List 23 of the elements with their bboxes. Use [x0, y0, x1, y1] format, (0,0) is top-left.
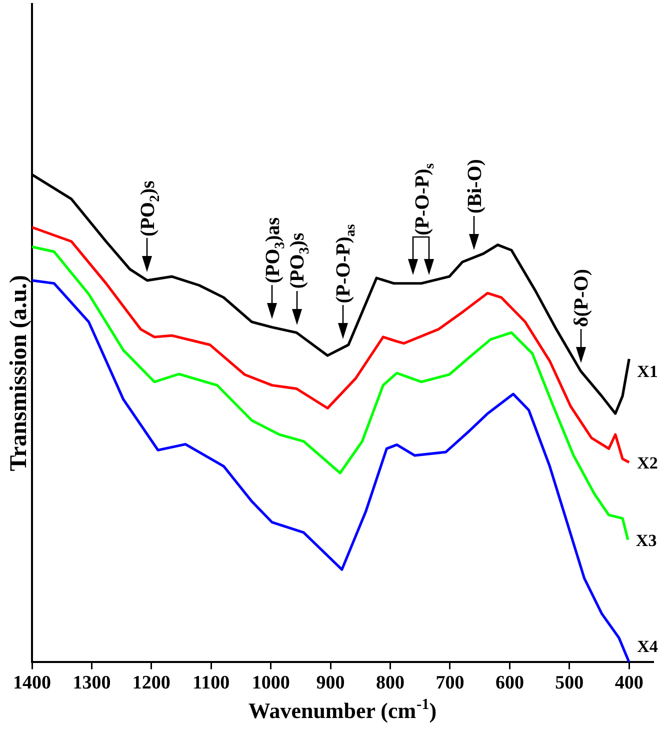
x-tick-label: 1100 — [192, 672, 230, 694]
x-tick-label: 800 — [376, 672, 405, 694]
annotation: (PO3)as — [262, 217, 288, 284]
x-tick-label: 600 — [495, 672, 524, 694]
x-tick-label: 1400 — [13, 672, 51, 694]
series-label: X2 — [637, 453, 658, 472]
annotation: (Bi-O) — [464, 159, 486, 214]
series-label: X4 — [637, 637, 658, 656]
series-label: X1 — [637, 362, 658, 381]
annotation: (P-O-P)s — [411, 162, 438, 236]
annotation: (PO2)s — [137, 180, 164, 236]
series-label: X3 — [636, 530, 657, 550]
annotation: δ(P-O) — [570, 268, 593, 328]
annotation: (P-O-P)as — [332, 224, 358, 304]
x-tick-label: 500 — [555, 672, 584, 694]
x-tick-label: 400 — [614, 672, 644, 694]
x-tick-label: 900 — [316, 672, 345, 694]
x-tick-label: 700 — [436, 672, 464, 694]
x-tick-label: 1300 — [72, 672, 111, 694]
x-tick-label: 1000 — [252, 672, 290, 694]
annotation: (PO3)s — [286, 232, 313, 289]
x-tick-label: 1200 — [132, 672, 170, 694]
y-axis-title: Transmission (a.u.) — [6, 274, 32, 472]
